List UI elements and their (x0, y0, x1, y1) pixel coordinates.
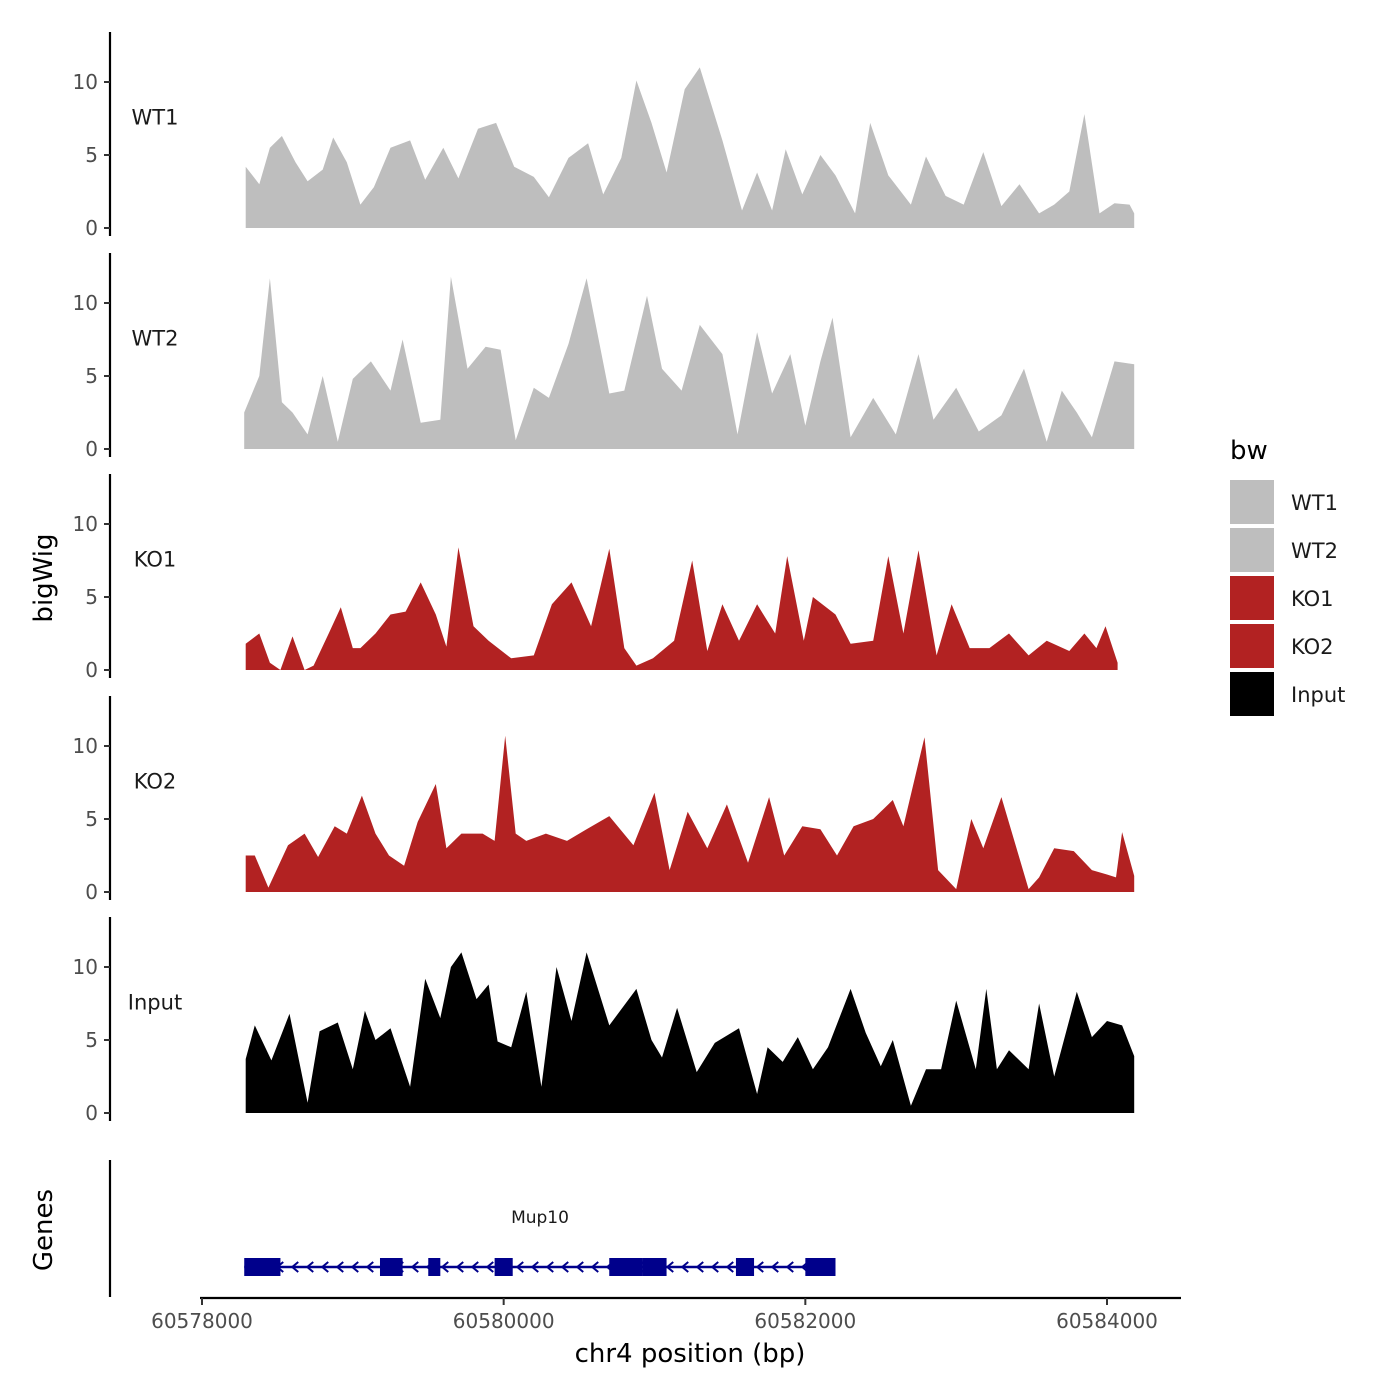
strand-arrow (665, 1261, 674, 1273)
strand-arrow (470, 1261, 479, 1273)
strand-arrow (545, 1261, 554, 1273)
gene-exon (609, 1258, 643, 1276)
y-axis-title: bigWig (29, 533, 59, 622)
legend-label-wt1: WT1 (1291, 491, 1338, 515)
x-tick-label: 60578000 (151, 1309, 253, 1333)
x-tick-label: 60582000 (754, 1309, 856, 1333)
track-wt1: 0 5 10 WT1 (73, 32, 1135, 240)
strand-arrow (785, 1261, 794, 1273)
gene-exon (805, 1258, 836, 1276)
strand-arrow (575, 1261, 584, 1273)
signal-area-input (245, 952, 1135, 1113)
strand-arrow (710, 1261, 719, 1273)
legend-label-wt2: WT2 (1291, 539, 1338, 563)
track-label-wt1: WT1 (132, 106, 179, 130)
track-ko1: 0 5 10 KO1 (73, 474, 1118, 682)
strand-arrow (440, 1261, 449, 1273)
signal-area-ko2 (245, 735, 1135, 892)
legend-swatch-ko2 (1230, 624, 1274, 668)
strand-arrow (770, 1261, 779, 1273)
strand-arrow (365, 1261, 374, 1273)
y-tick-label: 10 (73, 291, 98, 315)
strand-arrow (530, 1261, 539, 1273)
strand-arrow (725, 1261, 734, 1273)
y-tick-label: 10 (73, 734, 98, 758)
gene-exon (735, 1258, 755, 1276)
track-label-ko1: KO1 (134, 548, 177, 572)
gene-exon (379, 1258, 403, 1276)
y-tick-label: 10 (73, 955, 98, 979)
legend-swatch-ko1 (1230, 576, 1274, 620)
legend-label-input: Input (1291, 683, 1345, 707)
y-tick-label: 5 (85, 585, 98, 609)
strand-arrow (305, 1261, 314, 1273)
y-tick-label: 5 (85, 807, 98, 831)
legend-swatch-wt2 (1230, 528, 1274, 572)
y-tick-label: 0 (85, 1101, 98, 1125)
strand-arrow (410, 1261, 419, 1273)
strand-arrow (290, 1261, 299, 1273)
gene-exon (642, 1258, 667, 1276)
gene-exon (428, 1258, 441, 1276)
strand-arrow (455, 1261, 464, 1273)
legend-swatch-wt1 (1230, 480, 1274, 524)
x-axis: 60578000 60580000 60582000 60584000 (151, 1296, 1181, 1333)
y-tick-label: 5 (85, 1028, 98, 1052)
gene-exon (494, 1258, 513, 1276)
legend: bw WT1 WT2 KO1 KO2 Input (1230, 436, 1345, 716)
tracks-layer: 0 5 10 WT1 0 5 10 WT2 0 5 10 KO1 0 5 10 KO2 0 5 10 Input (73, 32, 1135, 1125)
gene-label: Mup10 (511, 1208, 569, 1228)
signal-area-wt1 (245, 67, 1135, 229)
gene-exon (244, 1258, 281, 1276)
y-tick-label: 5 (85, 143, 98, 167)
x-axis-title: chr4 position (bp) (575, 1339, 806, 1369)
gene-panel-title: Genes (29, 1189, 59, 1271)
x-tick-label: 60580000 (453, 1309, 555, 1333)
strand-arrow (560, 1261, 569, 1273)
track-label-ko2: KO2 (134, 770, 177, 794)
strand-arrow (755, 1261, 764, 1273)
strand-arrow (485, 1261, 494, 1273)
legend-title: bw (1230, 436, 1268, 466)
signal-area-wt2 (244, 276, 1135, 449)
strand-arrow (335, 1261, 344, 1273)
track-ko2: 0 5 10 KO2 (73, 696, 1135, 904)
legend-swatch-input (1230, 672, 1274, 716)
track-input: 0 5 10 Input (73, 917, 1135, 1125)
track-label-input: Input (128, 991, 182, 1015)
y-tick-label: 0 (85, 880, 98, 904)
track-wt2: 0 5 10 WT2 (73, 253, 1135, 461)
legend-label-ko1: KO1 (1291, 587, 1334, 611)
strand-arrow (515, 1261, 524, 1273)
strand-arrow (350, 1261, 359, 1273)
y-tick-label: 0 (85, 658, 98, 682)
y-tick-label: 10 (73, 70, 98, 94)
y-tick-label: 0 (85, 216, 98, 240)
signal-area-ko1 (245, 547, 1118, 670)
track-label-wt2: WT2 (132, 327, 179, 351)
y-tick-label: 10 (73, 512, 98, 536)
strand-arrow (320, 1261, 329, 1273)
strand-arrow (680, 1261, 689, 1273)
y-tick-label: 5 (85, 364, 98, 388)
strand-arrow (590, 1261, 599, 1273)
strand-arrow (695, 1261, 704, 1273)
gene-panel: Mup10 (108, 1160, 836, 1297)
legend-label-ko2: KO2 (1291, 635, 1334, 659)
y-tick-label: 0 (85, 437, 98, 461)
x-tick-label: 60584000 (1056, 1309, 1158, 1333)
